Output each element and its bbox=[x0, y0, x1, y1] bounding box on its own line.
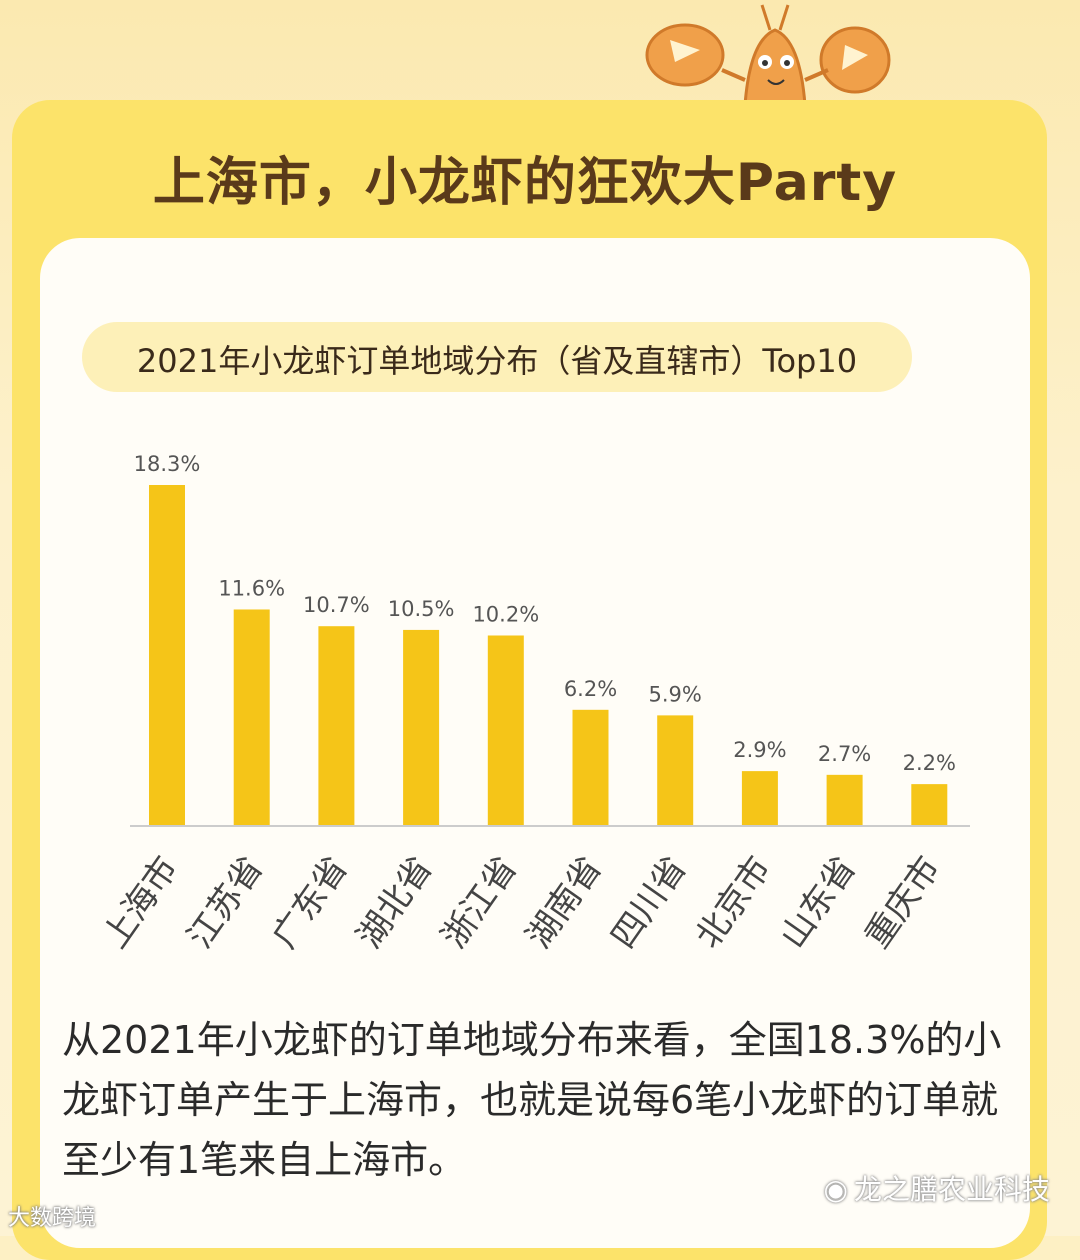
chart-card bbox=[40, 238, 1030, 1248]
category-label-4: 浙江省 bbox=[434, 849, 525, 955]
value-label-9: 2.2% bbox=[903, 751, 956, 775]
category-label-1: 江苏省 bbox=[180, 849, 271, 955]
subtitle-pill bbox=[82, 322, 912, 392]
chart-subtitle: 2021年小龙虾订单地域分布（省及直辖市）Top10 bbox=[136, 342, 858, 380]
bar-6 bbox=[657, 715, 694, 825]
value-label-4: 10.2% bbox=[472, 602, 539, 626]
value-label-2: 10.7% bbox=[303, 593, 370, 617]
description-text: 从2021年小龙虾的订单地域分布来看，全国18.3%的小龙虾订单产生于上海市，也… bbox=[62, 1018, 1002, 1182]
bar-8 bbox=[826, 774, 863, 825]
category-label-7: 北京市 bbox=[688, 849, 779, 955]
value-label-6: 5.9% bbox=[649, 682, 702, 706]
category-label-6: 四川省 bbox=[603, 849, 694, 955]
page-title: 上海市，小龙虾的狂欢大Party bbox=[152, 153, 898, 213]
value-label-8: 2.7% bbox=[818, 742, 871, 766]
crayfish-mascot-icon bbox=[645, 4, 891, 107]
category-label-8: 山东省 bbox=[773, 849, 864, 955]
bar-0 bbox=[149, 485, 185, 825]
bar-5 bbox=[572, 709, 609, 825]
bar-4 bbox=[487, 635, 524, 825]
bar-7 bbox=[741, 771, 778, 825]
wechat-watermark: ◉ 龙之膳农业科技 bbox=[824, 1168, 1050, 1208]
category-label-0: 上海市 bbox=[95, 849, 186, 955]
category-label-9: 重庆市 bbox=[857, 849, 948, 955]
watermark-left-text: 大数跨境 bbox=[8, 1206, 97, 1231]
wechat-icon: ◉ bbox=[823, 1173, 848, 1206]
category-label-3: 湖北省 bbox=[349, 849, 440, 955]
value-label-1: 11.6% bbox=[218, 576, 285, 600]
value-label-5: 6.2% bbox=[564, 677, 617, 701]
bar-2 bbox=[318, 626, 355, 825]
value-label-0: 18.3% bbox=[134, 452, 201, 476]
category-label-5: 湖南省 bbox=[519, 849, 610, 955]
source-watermark: 大数跨境 bbox=[8, 1200, 96, 1232]
category-label-2: 广东省 bbox=[265, 849, 356, 955]
value-label-7: 2.9% bbox=[733, 738, 786, 762]
bar-1 bbox=[233, 609, 270, 825]
value-label-3: 10.5% bbox=[388, 597, 455, 621]
watermark-right-text: 龙之膳农业科技 bbox=[853, 1173, 1050, 1206]
bar-3 bbox=[403, 629, 440, 825]
bar-9 bbox=[911, 784, 948, 825]
bar-chart: 18.3% 上海市 11.6% 江苏省 10.7% 广东省 10.5% 湖北省 10.2% 浙江省… bbox=[95, 452, 970, 956]
